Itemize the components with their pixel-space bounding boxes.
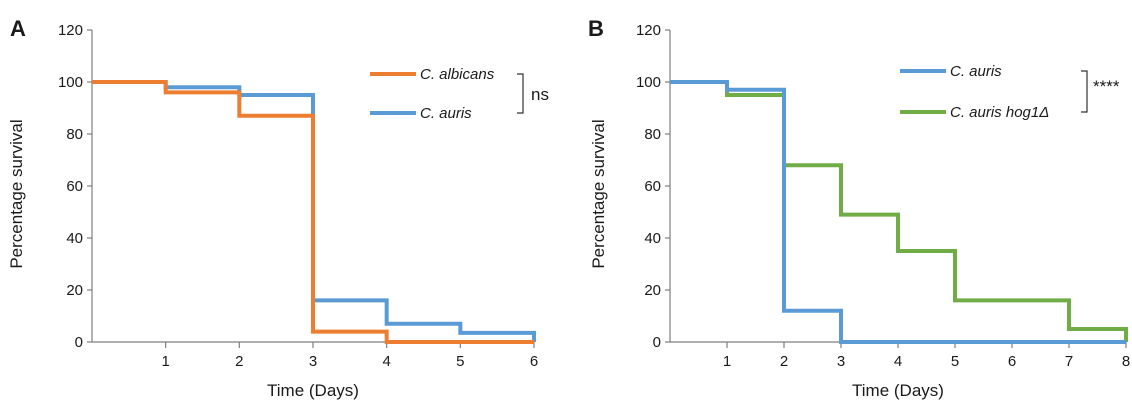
legend-label: C. auris: [420, 105, 472, 122]
legend-label: C. auris: [950, 63, 1002, 80]
x-tick-label: 2: [235, 353, 243, 370]
chart-panel-b: B 0 20 40 60 80 100 120 1 2 3 4 5 6 7 8 Time (Days) Perce…: [588, 16, 1130, 400]
y-tick-label: 20: [66, 282, 83, 299]
chart-panel-a: A 0 20 40 60 80 100 120 1 2 3 4 5 6 Time (Days) Percent…: [7, 16, 549, 400]
legend-label: C. albicans: [420, 66, 495, 83]
y-axis-title: Percentage survival: [589, 119, 608, 268]
x-tick-label: 7: [1065, 353, 1073, 370]
y-tick-label: 40: [66, 230, 83, 247]
y-tick-label: 120: [58, 22, 83, 39]
y-tick-label: 120: [636, 22, 661, 39]
x-axis-title: Time (Days): [852, 381, 944, 400]
y-tick-label: 60: [644, 178, 661, 195]
x-tick-label: 4: [894, 353, 902, 370]
panel-label: A: [10, 16, 26, 41]
x-tick-label: 5: [951, 353, 959, 370]
y-tick-label: 100: [58, 74, 83, 91]
x-tick-label: 2: [780, 353, 788, 370]
significance-bracket: [1081, 70, 1088, 113]
x-tick-label: 1: [161, 353, 169, 370]
y-axis-title: Percentage survival: [7, 119, 26, 268]
y-tick-label: 40: [644, 230, 661, 247]
significance-label: ns: [531, 85, 549, 104]
y-tick-label: 20: [644, 282, 661, 299]
y-tick-label: 80: [66, 126, 83, 143]
x-tick-label: 3: [837, 353, 845, 370]
panel-label: B: [588, 16, 604, 41]
x-axis-title: Time (Days): [267, 381, 359, 400]
series-line-1: [92, 80, 534, 344]
x-tick-label: 3: [309, 353, 317, 370]
series-line-2: [670, 80, 1128, 342]
y-tick-label: 100: [636, 74, 661, 91]
x-tick-label: 6: [1008, 353, 1016, 370]
legend-label: C. auris hog1Δ: [950, 104, 1049, 121]
x-tick-label: 5: [456, 353, 464, 370]
x-tick-label: 6: [530, 353, 538, 370]
x-tick-label: 4: [382, 353, 390, 370]
y-tick-label: 0: [653, 334, 661, 351]
x-tick-label: 1: [723, 353, 731, 370]
significance-bracket: [517, 73, 524, 114]
significance-label: ****: [1093, 77, 1120, 96]
y-tick-label: 0: [75, 334, 83, 351]
y-tick-label: 80: [644, 126, 661, 143]
x-tick-label: 8: [1122, 353, 1130, 370]
y-tick-label: 60: [66, 178, 83, 195]
series-line-1: [670, 80, 1126, 344]
